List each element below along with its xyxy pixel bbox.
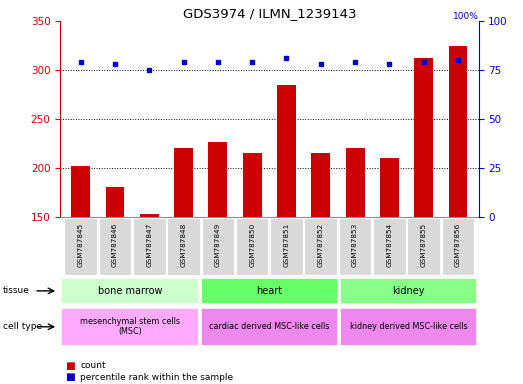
- FancyBboxPatch shape: [373, 218, 406, 275]
- Text: mesenchymal stem cells
(MSC): mesenchymal stem cells (MSC): [80, 317, 180, 336]
- Bar: [346, 149, 365, 364]
- Text: heart: heart: [256, 286, 282, 296]
- Bar: [140, 214, 159, 364]
- Text: GSM787851: GSM787851: [283, 222, 290, 266]
- Text: cardiac derived MSC-like cells: cardiac derived MSC-like cells: [209, 322, 329, 331]
- FancyBboxPatch shape: [236, 218, 268, 275]
- FancyBboxPatch shape: [340, 278, 477, 304]
- Bar: [449, 46, 468, 364]
- Text: ■: ■: [65, 372, 75, 382]
- Title: GDS3974 / ILMN_1239143: GDS3974 / ILMN_1239143: [183, 7, 356, 20]
- Text: 100%: 100%: [453, 12, 479, 21]
- Bar: [380, 158, 399, 364]
- Bar: [71, 166, 90, 364]
- FancyBboxPatch shape: [61, 308, 199, 346]
- Text: GSM787850: GSM787850: [249, 222, 255, 266]
- Text: GSM787855: GSM787855: [420, 222, 427, 266]
- Bar: [311, 153, 330, 364]
- Bar: [243, 153, 262, 364]
- FancyBboxPatch shape: [270, 218, 303, 275]
- FancyBboxPatch shape: [201, 308, 338, 346]
- Text: count: count: [80, 361, 106, 370]
- Text: GSM787849: GSM787849: [215, 222, 221, 266]
- FancyBboxPatch shape: [340, 308, 477, 346]
- FancyBboxPatch shape: [339, 218, 371, 275]
- FancyBboxPatch shape: [61, 278, 199, 304]
- Text: ■: ■: [65, 361, 75, 371]
- Text: GSM787854: GSM787854: [386, 222, 392, 266]
- Bar: [414, 58, 433, 364]
- Text: GSM787848: GSM787848: [180, 222, 187, 266]
- FancyBboxPatch shape: [99, 218, 131, 275]
- FancyBboxPatch shape: [201, 278, 338, 304]
- Bar: [277, 85, 296, 364]
- Text: GSM787845: GSM787845: [78, 222, 84, 266]
- FancyBboxPatch shape: [304, 218, 337, 275]
- Text: GSM787853: GSM787853: [352, 222, 358, 266]
- Bar: [209, 142, 228, 364]
- FancyBboxPatch shape: [201, 218, 234, 275]
- FancyBboxPatch shape: [64, 218, 97, 275]
- Text: kidney derived MSC-like cells: kidney derived MSC-like cells: [350, 322, 468, 331]
- FancyBboxPatch shape: [407, 218, 440, 275]
- Text: kidney: kidney: [393, 286, 425, 296]
- Text: bone marrow: bone marrow: [98, 286, 162, 296]
- Bar: [174, 149, 193, 364]
- FancyBboxPatch shape: [167, 218, 200, 275]
- Bar: [106, 187, 124, 364]
- FancyBboxPatch shape: [133, 218, 166, 275]
- Text: GSM787846: GSM787846: [112, 222, 118, 266]
- Text: GSM787847: GSM787847: [146, 222, 152, 266]
- Text: GSM787852: GSM787852: [318, 222, 324, 266]
- Text: GSM787856: GSM787856: [455, 222, 461, 266]
- Text: cell type: cell type: [3, 322, 42, 331]
- Text: tissue: tissue: [3, 286, 29, 295]
- Text: percentile rank within the sample: percentile rank within the sample: [80, 372, 233, 382]
- FancyBboxPatch shape: [442, 218, 474, 275]
